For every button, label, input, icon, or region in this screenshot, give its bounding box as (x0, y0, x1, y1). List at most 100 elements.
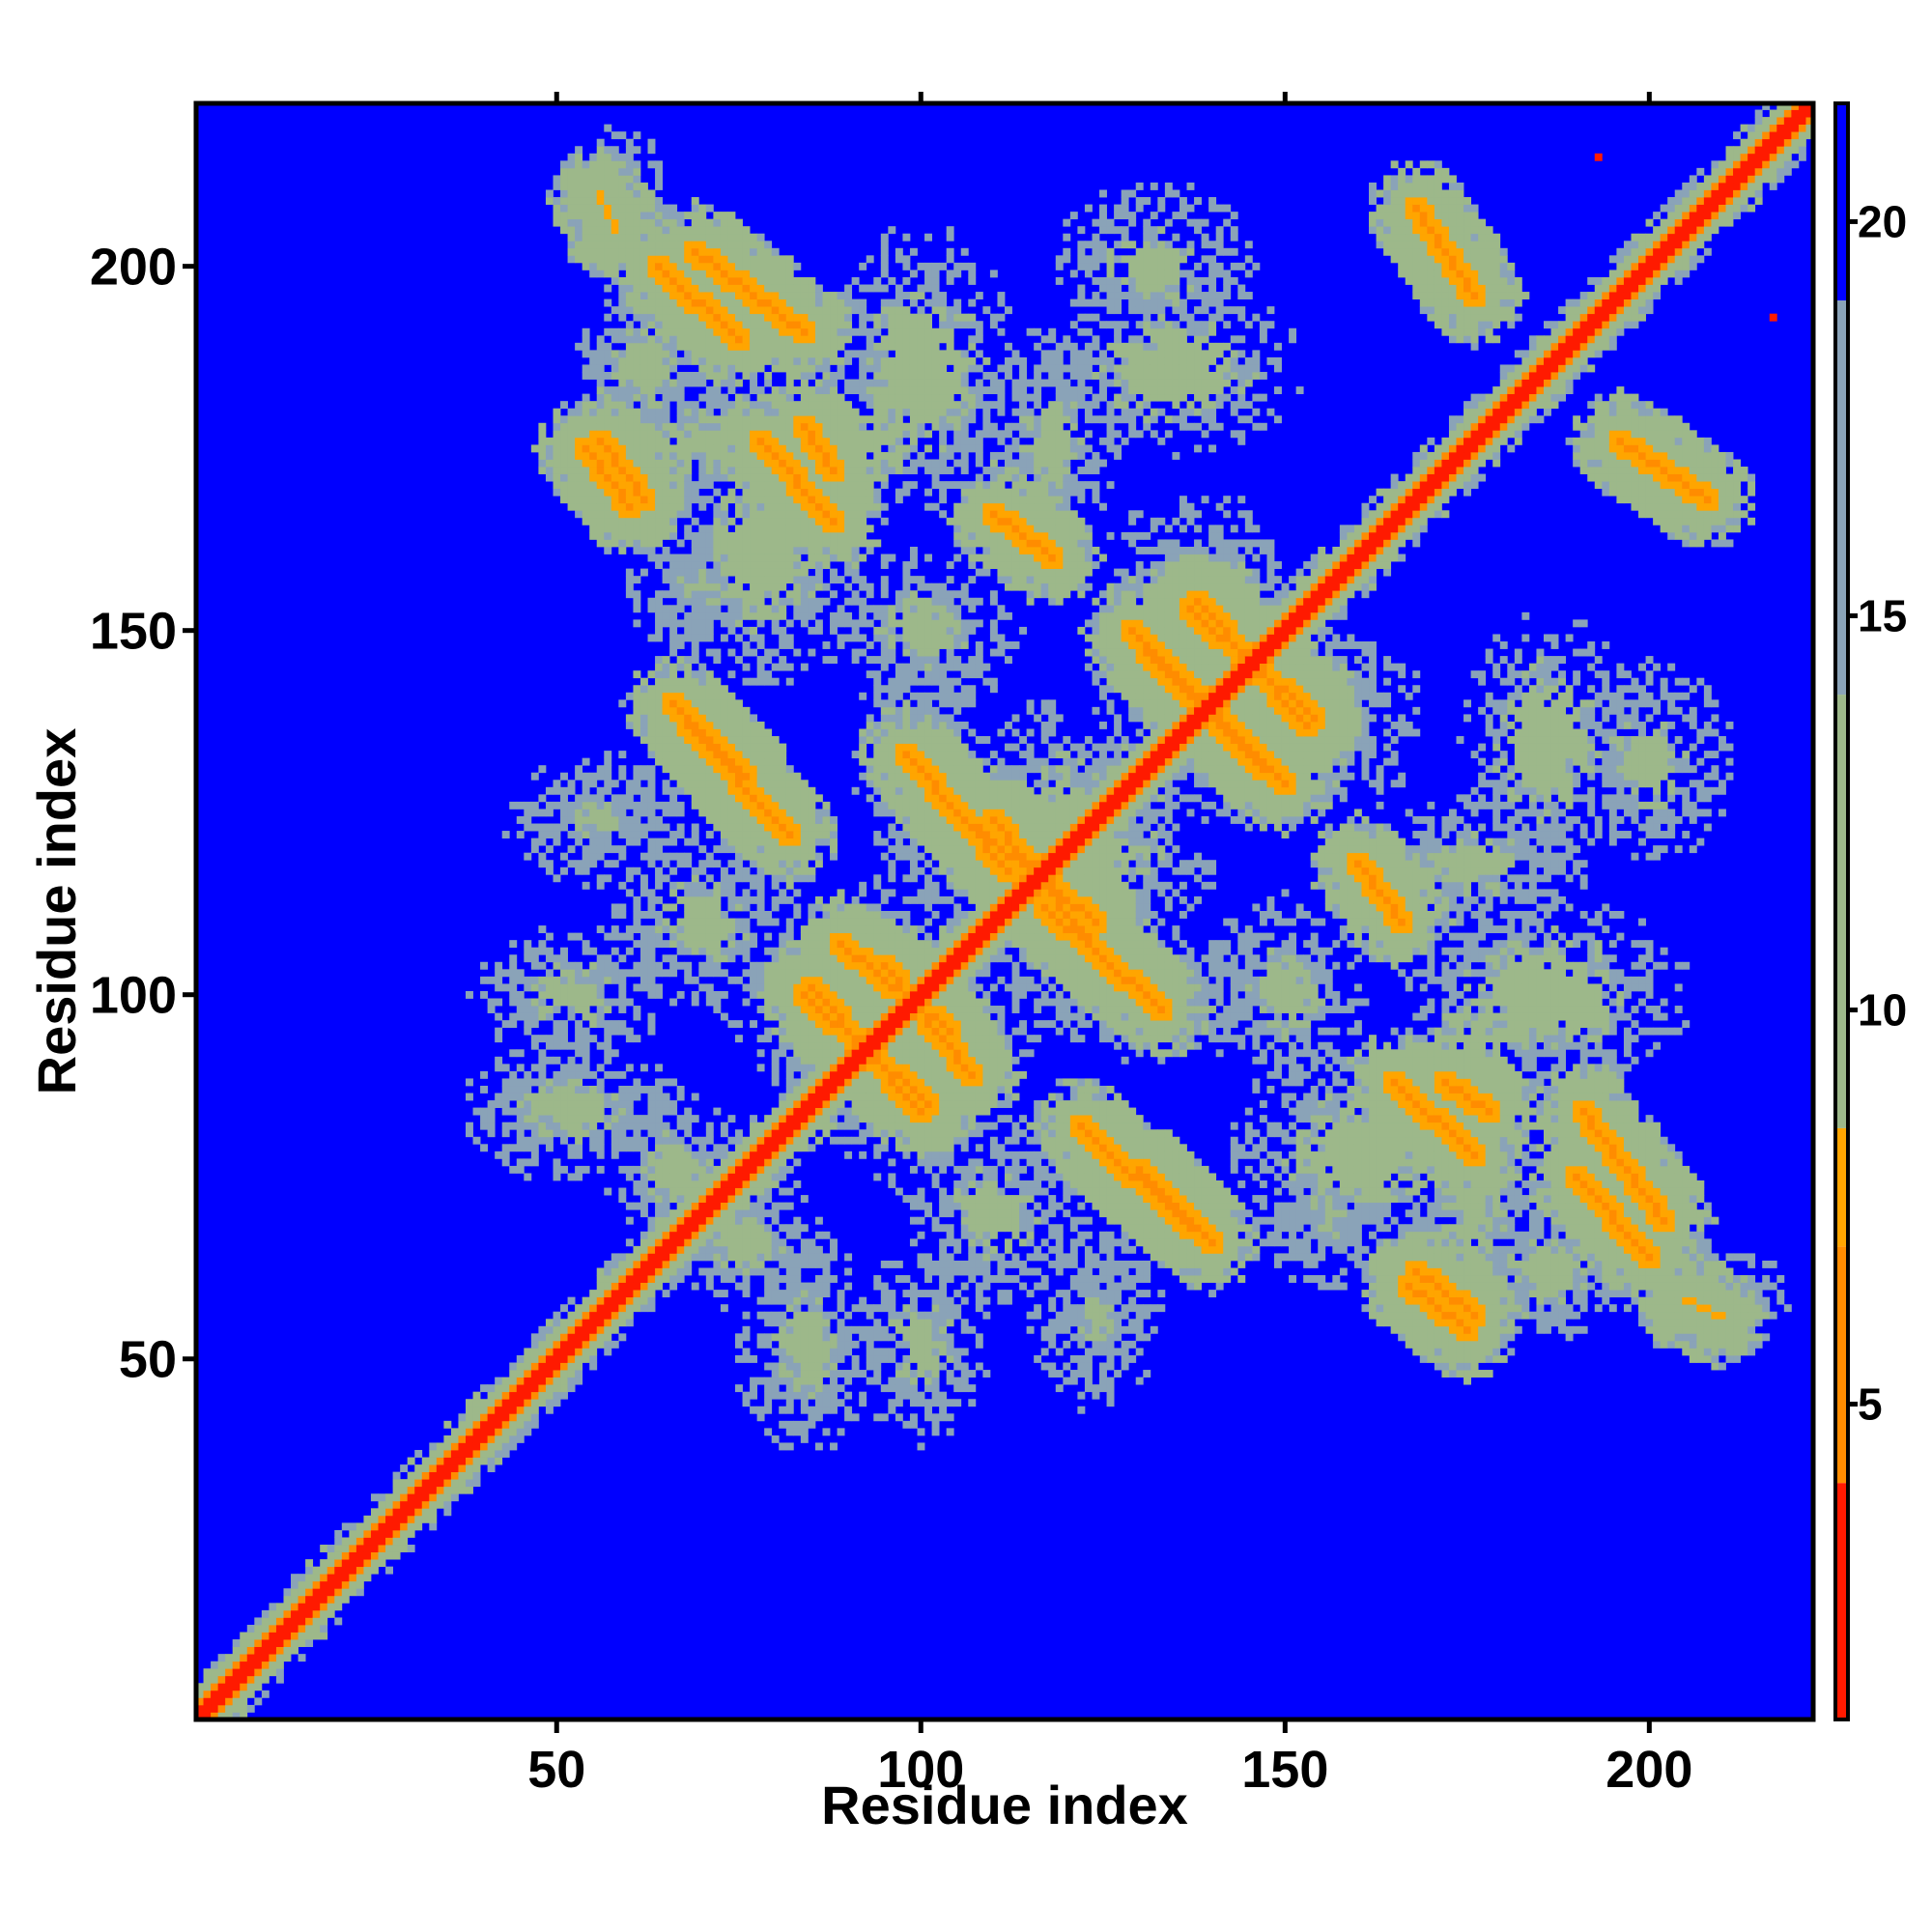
heatmap-cell (647, 1253, 656, 1262)
heatmap-cell (742, 1354, 751, 1363)
heatmap-cell (604, 496, 612, 504)
heatmap-cell (771, 1012, 780, 1021)
heatmap-cell (604, 218, 612, 227)
heatmap-cell (618, 539, 627, 548)
heatmap-cell (538, 990, 547, 999)
heatmap-cell (698, 459, 707, 468)
heatmap-cell (793, 1041, 802, 1050)
heatmap-cell (639, 911, 648, 919)
heatmap-cell (785, 1187, 794, 1196)
heatmap-cell (436, 1493, 444, 1502)
heatmap-cell (567, 437, 576, 445)
heatmap-cell (785, 961, 794, 970)
heatmap-cell (269, 1654, 277, 1662)
heatmap-cell (830, 983, 838, 992)
heatmap-cell (662, 1195, 670, 1204)
heatmap-cell (800, 831, 809, 838)
heatmap-cell (785, 298, 794, 307)
heatmap-cell (530, 1093, 539, 1101)
heatmap-cell (713, 881, 722, 890)
heatmap-cell (750, 1122, 758, 1130)
heatmap-cell (466, 1413, 473, 1422)
heatmap-cell (647, 364, 656, 373)
heatmap-cell (582, 1049, 590, 1058)
heatmap-cell (589, 364, 598, 373)
heatmap-cell (385, 1545, 393, 1552)
heatmap-cell (647, 736, 656, 744)
heatmap-cell (589, 794, 598, 803)
heatmap-cell (647, 1100, 656, 1108)
heatmap-cell (785, 525, 794, 533)
heatmap-cell (756, 976, 765, 984)
heatmap-cell (779, 430, 787, 439)
heatmap-cell (691, 831, 699, 838)
heatmap-cell (567, 496, 576, 504)
heatmap-cell (735, 379, 743, 387)
heatmap-cell (822, 1354, 831, 1363)
heatmap-cell (727, 699, 736, 708)
heatmap-cell (647, 298, 656, 307)
heatmap-cell (501, 1064, 510, 1072)
heatmap-cell (639, 1144, 648, 1152)
heatmap-cell (582, 160, 590, 169)
heatmap-cell (495, 1151, 503, 1159)
heatmap-cell (633, 1260, 641, 1268)
heatmap-cell (771, 270, 780, 278)
heatmap-cell (705, 736, 714, 744)
heatmap-cell (495, 1064, 503, 1072)
heatmap-cell (793, 831, 802, 838)
heatmap-cell (713, 969, 722, 978)
heatmap-cell (742, 1180, 751, 1188)
heatmap-cell (735, 401, 743, 410)
heatmap-cell (785, 1027, 794, 1036)
heatmap-cell (596, 1144, 605, 1152)
heatmap-cell (334, 1566, 343, 1575)
heatmap-cell (808, 969, 816, 978)
heatmap-cell (480, 961, 489, 970)
heatmap-cell (647, 1238, 656, 1247)
heatmap-cell (756, 582, 765, 591)
heatmap-cell (575, 1319, 583, 1327)
heatmap-cell (713, 648, 722, 657)
heatmap-cell (808, 852, 816, 861)
heatmap-cell (633, 780, 641, 788)
heatmap-cell (814, 284, 823, 293)
heatmap-cell (553, 1020, 561, 1029)
heatmap-cell (567, 1122, 576, 1130)
heatmap-cell (669, 1129, 678, 1138)
heatmap-cell (676, 510, 685, 519)
heatmap-cell (837, 510, 845, 519)
heatmap-cell (735, 473, 743, 482)
heatmap-cell (567, 444, 576, 453)
heatmap-cell (756, 247, 765, 256)
heatmap-cell (625, 1202, 634, 1210)
heatmap-cell (655, 1260, 663, 1268)
heatmap-cell (742, 451, 751, 460)
heatmap-cell (633, 1144, 641, 1152)
heatmap-cell (705, 757, 714, 766)
heatmap-cell (750, 262, 758, 270)
heatmap-cell (662, 969, 670, 978)
heatmap-cell (720, 590, 728, 599)
heatmap-cell (655, 706, 663, 715)
heatmap-cell (830, 335, 838, 344)
heatmap-cell (808, 496, 816, 504)
heatmap-cell (684, 327, 693, 336)
heatmap-cell (312, 1632, 321, 1640)
heatmap-cell (604, 1267, 612, 1276)
heatmap-cell (560, 1078, 568, 1087)
heatmap-cell (785, 1078, 794, 1087)
heatmap-cell (735, 1253, 743, 1262)
heatmap-cell (611, 226, 619, 235)
heatmap-cell (800, 306, 809, 315)
heatmap-cell (691, 1158, 699, 1167)
heatmap-cell (822, 415, 831, 424)
heatmap-cell (355, 1580, 364, 1589)
heatmap-cell (582, 998, 590, 1007)
heatmap-cell (560, 961, 568, 970)
heatmap-cell (742, 721, 751, 729)
heatmap-cell (669, 241, 678, 249)
heatmap-cell (727, 1275, 736, 1283)
heatmap-cell (669, 1144, 678, 1152)
heatmap-cell (727, 350, 736, 358)
